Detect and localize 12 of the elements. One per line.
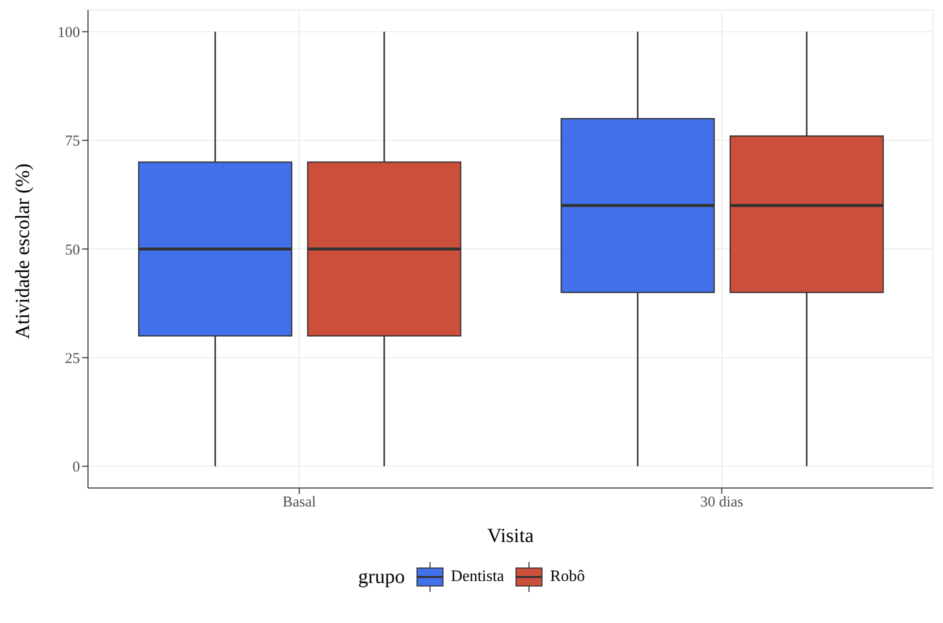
- y-tick-label: 0: [72, 460, 80, 476]
- legend-label: Robô: [550, 568, 585, 586]
- y-tick-label: 50: [65, 242, 80, 258]
- legend-title: grupo: [358, 566, 405, 588]
- x-axis-title: Visita: [487, 525, 534, 547]
- x-tick-label: Basal: [282, 494, 316, 511]
- y-axis-title: Atividade escolar (%): [12, 164, 34, 339]
- x-tick-label: 30 dias: [700, 494, 744, 511]
- y-tick-label: 25: [65, 350, 80, 367]
- y-tick-label: 100: [58, 25, 80, 42]
- y-tick-label: 75: [65, 134, 80, 150]
- legend-label: Dentista: [450, 568, 504, 586]
